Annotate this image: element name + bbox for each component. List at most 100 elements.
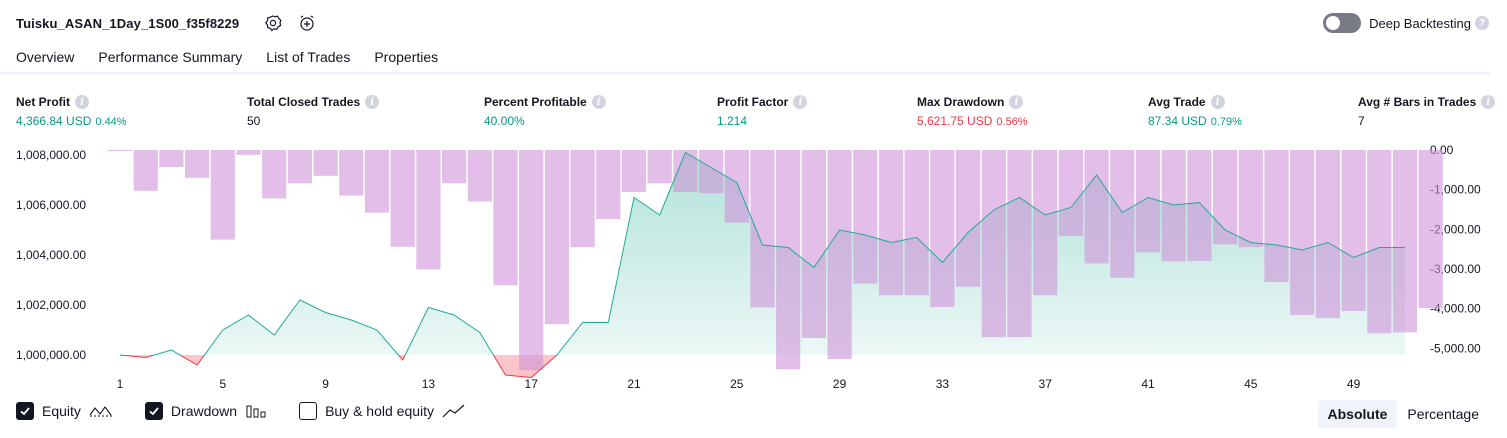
metric-max-drawdown: Max Drawdown i 5,621.75 USD 0.56% bbox=[917, 94, 1028, 128]
info-icon[interactable]: i bbox=[365, 95, 380, 109]
alarm-add-icon[interactable] bbox=[296, 12, 318, 34]
drawdown-bar bbox=[364, 150, 390, 213]
metric-percent-profitable: Percent Profitable i 40.00% bbox=[484, 94, 606, 128]
settings-gear-icon[interactable] bbox=[262, 12, 284, 34]
checkbox-drawdown[interactable] bbox=[144, 402, 163, 420]
metric-value: 4,366.84 USD bbox=[16, 114, 92, 128]
drawdown-bar bbox=[1315, 150, 1340, 319]
drawdown-bars-icon bbox=[246, 405, 266, 418]
metric-value: 40.00% bbox=[484, 114, 525, 128]
drawdown-bar bbox=[133, 150, 158, 191]
metric-value: 1.214 bbox=[717, 114, 748, 128]
drawdown-bar bbox=[313, 150, 338, 176]
metric-net-profit: Net Profit i 4,366.84 USD 0.44% bbox=[16, 94, 127, 128]
drawdown-bar bbox=[1341, 150, 1366, 311]
metric-percent: 0.44% bbox=[95, 116, 127, 128]
report-header: Tuisku_ASAN_1Day_1S00_f35f8229 Deep Back… bbox=[0, 0, 1507, 44]
metric-avg-bars: Avg # Bars in Trades i 7 bbox=[1358, 94, 1496, 128]
drawdown-bar bbox=[750, 150, 775, 308]
absolute-button[interactable]: Absolute bbox=[1317, 400, 1398, 428]
drawdown-bar bbox=[467, 150, 492, 202]
equity-line-icon bbox=[89, 406, 112, 417]
drawdown-bar bbox=[596, 150, 621, 219]
drawdown-bar bbox=[1187, 150, 1212, 261]
buy-hold-line-icon bbox=[442, 404, 465, 418]
drawdown-bar bbox=[1161, 150, 1186, 262]
x-tick-label: 9 bbox=[322, 377, 329, 391]
metric-value: 7 bbox=[1358, 114, 1365, 128]
toggle-knob bbox=[1326, 16, 1341, 30]
metric-percent: 0.56% bbox=[996, 116, 1028, 128]
drawdown-bar bbox=[1007, 150, 1032, 338]
metric-label: Net Profit bbox=[16, 95, 70, 109]
drawdown-bar bbox=[853, 150, 878, 284]
drawdown-bar bbox=[442, 150, 467, 184]
drawdown-bar bbox=[1110, 150, 1135, 278]
tab-list-of-trades[interactable]: List of Trades bbox=[266, 49, 351, 65]
checkbox-equity[interactable] bbox=[16, 402, 34, 420]
x-tick-label: 17 bbox=[525, 377, 539, 391]
drawdown-bar bbox=[185, 150, 210, 178]
legend-label: Buy & hold equity bbox=[325, 403, 435, 419]
checkbox-buy-hold[interactable] bbox=[299, 402, 318, 420]
metric-profit-factor: Profit Factor i 1.214 bbox=[717, 94, 808, 128]
percentage-button[interactable]: Percentage bbox=[1407, 406, 1479, 422]
drawdown-bar bbox=[390, 150, 415, 247]
x-tick-label: 21 bbox=[627, 377, 641, 391]
value-mode-switch: Absolute Percentage bbox=[1317, 400, 1490, 428]
metric-label: Percent Profitable bbox=[484, 95, 587, 109]
strategy-title: Tuisku_ASAN_1Day_1S00_f35f8229 bbox=[16, 16, 240, 31]
info-icon[interactable]: i bbox=[1481, 95, 1496, 109]
drawdown-bar bbox=[1418, 150, 1443, 309]
equity-line bbox=[120, 151, 1405, 355]
drawdown-bar bbox=[647, 150, 672, 184]
metric-label: Profit Factor bbox=[717, 95, 789, 109]
x-tick-label: 49 bbox=[1347, 377, 1361, 391]
x-tick-label: 33 bbox=[936, 377, 950, 391]
metric-avg-trade: Avg Trade i 87.34 USD 0.79% bbox=[1148, 94, 1242, 128]
tab-performance-summary[interactable]: Performance Summary bbox=[98, 49, 243, 65]
info-icon[interactable]: i bbox=[591, 95, 606, 109]
legend-buy-hold[interactable]: Buy & hold equity bbox=[299, 402, 466, 420]
y-right-tick-label: -5,000.00 bbox=[1430, 341, 1481, 355]
tab-properties[interactable]: Properties bbox=[374, 49, 439, 65]
drawdown-bar bbox=[801, 150, 826, 338]
y-left-tick-label: 1,000,000.00 bbox=[16, 348, 86, 362]
drawdown-bar bbox=[673, 150, 698, 192]
drawdown-bar bbox=[1213, 150, 1238, 245]
equity-drawdown-chart[interactable]: 1,008,000.00 1,006,000.00 1,004,000.00 1,00… bbox=[0, 138, 1507, 393]
x-tick-label: 45 bbox=[1244, 377, 1258, 391]
drawdown-bar bbox=[339, 150, 364, 196]
info-icon[interactable]: i bbox=[1009, 95, 1024, 109]
tab-overview[interactable]: Overview bbox=[16, 44, 75, 75]
metric-percent: 0.79% bbox=[1210, 116, 1242, 128]
info-icon[interactable]: i bbox=[1210, 95, 1225, 109]
metric-total-closed-trades: Total Closed Trades i 50 bbox=[247, 94, 380, 128]
drawdown-bar bbox=[827, 150, 852, 359]
deep-backtesting-label: Deep Backtesting bbox=[1369, 15, 1471, 31]
y-left-tick-label: 1,002,000.00 bbox=[16, 298, 86, 312]
x-tick-label: 25 bbox=[730, 377, 744, 391]
metric-value: 5,621.75 USD bbox=[917, 114, 993, 128]
drawdown-bar bbox=[570, 150, 595, 248]
drawdown-bar bbox=[1084, 150, 1109, 264]
tabs-divider bbox=[0, 72, 1490, 75]
deep-backtesting-control: Deep Backtesting ? bbox=[1323, 13, 1489, 33]
metric-label: Avg Trade bbox=[1148, 95, 1206, 109]
y-left-tick-label: 1,008,000.00 bbox=[16, 148, 86, 162]
legend-label: Equity bbox=[42, 403, 81, 419]
drawdown-bar bbox=[287, 150, 312, 184]
deep-backtesting-toggle[interactable] bbox=[1323, 13, 1362, 33]
drawdown-bar bbox=[904, 150, 929, 296]
legend-label: Drawdown bbox=[170, 403, 238, 419]
drawdown-bar bbox=[776, 150, 801, 370]
info-icon[interactable]: i bbox=[793, 95, 808, 109]
legend-equity[interactable]: Equity bbox=[16, 402, 113, 420]
legend-drawdown[interactable]: Drawdown bbox=[144, 402, 267, 420]
info-icon[interactable]: i bbox=[75, 95, 89, 109]
help-icon[interactable]: ? bbox=[1475, 16, 1489, 30]
drawdown-bar bbox=[1392, 150, 1418, 333]
drawdown-bar bbox=[493, 150, 518, 286]
drawdown-bar bbox=[1264, 150, 1289, 283]
y-left-tick-label: 1,004,000.00 bbox=[16, 248, 86, 262]
